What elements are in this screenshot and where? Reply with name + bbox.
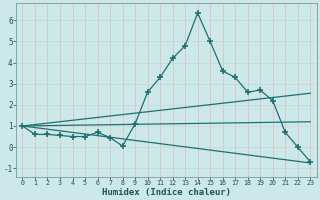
X-axis label: Humidex (Indice chaleur): Humidex (Indice chaleur) xyxy=(102,188,231,197)
